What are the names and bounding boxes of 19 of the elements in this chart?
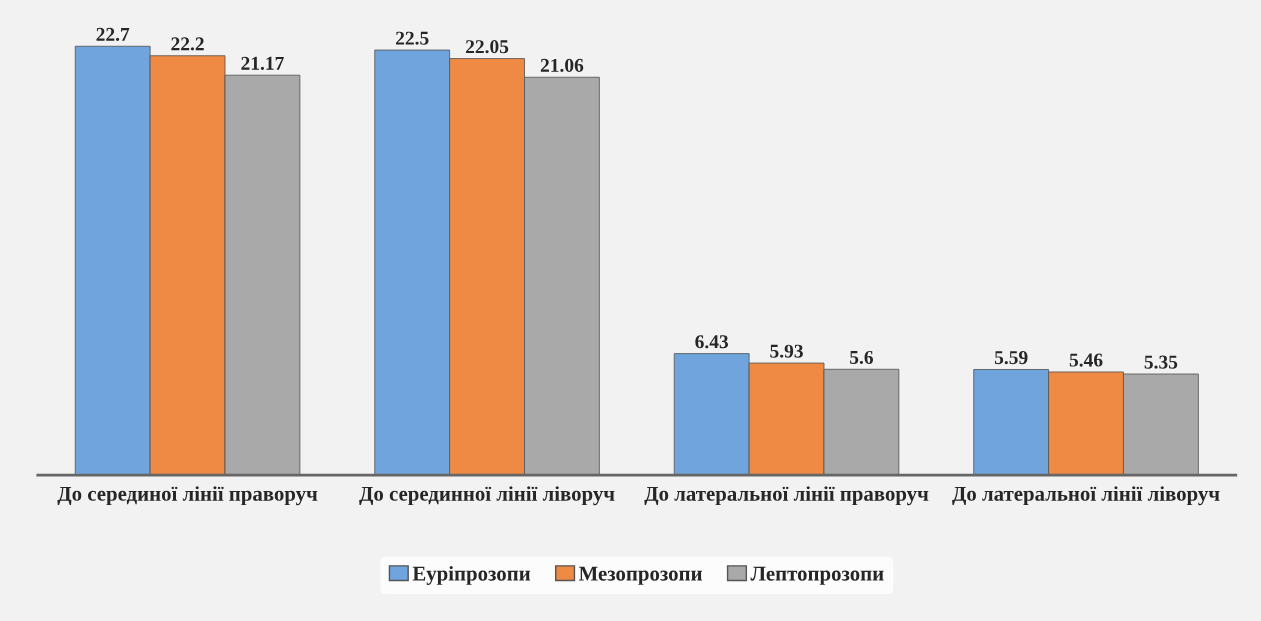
- data-label: 22.5: [395, 31, 429, 45]
- legend-label: Лептопрозопи: [750, 566, 884, 585]
- x-tick-label: До серединої лінії праворуч: [57, 486, 318, 506]
- data-label: 5.93: [770, 344, 803, 358]
- legend-label: Мезопрозопи: [578, 566, 703, 585]
- data-label: 21.17: [241, 56, 284, 70]
- data-label: 5.35: [1144, 355, 1178, 369]
- data-label: 5.46: [1069, 353, 1103, 367]
- x-tick-label: До латеральної лінії ліворуч: [952, 486, 1220, 506]
- data-label: 6.43: [695, 335, 729, 349]
- data-label: 22.05: [466, 40, 509, 54]
- data-label: 5.6: [850, 350, 874, 365]
- x-tick-label: До латеральної лінії праворуч: [644, 486, 929, 506]
- data-label: 22.2: [171, 37, 204, 51]
- data-label: 5.59: [994, 351, 1028, 365]
- data-label: 21.06: [540, 58, 584, 72]
- data-label: 22.7: [96, 27, 130, 42]
- legend-label: Еуріпрозопи: [412, 565, 531, 585]
- x-tick-label: До серединної лінії ліворуч: [359, 486, 615, 506]
